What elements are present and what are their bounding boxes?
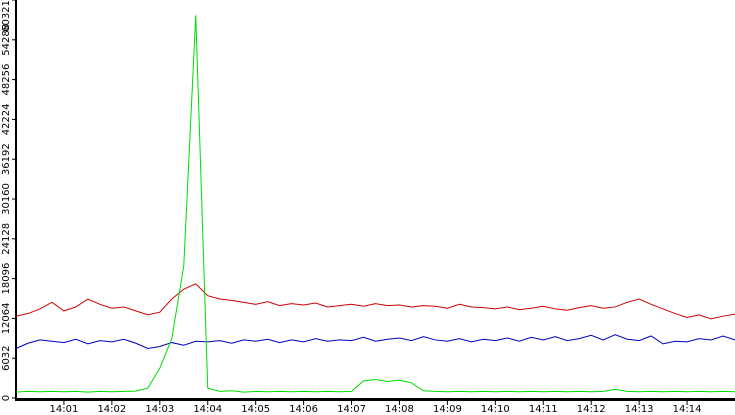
series-line [15,283,735,320]
y-tick-label: 18096 [1,263,12,295]
x-tick-label: 14:11 [529,404,558,415]
y-tick-label: 6032 [1,345,12,370]
series-line [15,334,735,350]
x-tick-label: 14:03 [145,404,174,415]
x-tick-label: 14:06 [289,404,318,415]
x-tick-label: 14:08 [385,404,414,415]
y-axis [15,0,17,401]
y-tick-label: 48256 [1,64,12,96]
x-tick-label: 14:02 [97,404,126,415]
x-tick-label: 14:10 [481,404,510,415]
y-tick-label: 60321 [1,0,12,32]
x-tick-label: 14:01 [50,404,79,415]
x-tick-label: 14:07 [337,404,366,415]
y-tick-label: 0 [1,395,12,401]
x-tick-label: 14:04 [193,404,222,415]
x-axis [15,398,735,401]
x-tick-label: 14:05 [241,404,270,415]
y-tick-label: 12064 [1,302,12,334]
x-tick-label: 14:13 [625,404,654,415]
x-tick-label: 14:12 [577,404,606,415]
y-tick-label: 42224 [1,103,12,135]
y-tick-label: 36192 [1,143,12,175]
y-tick-label: 24128 [1,223,12,255]
x-tick-label: 14:09 [433,404,462,415]
y-tick-label: 30160 [1,183,12,215]
y-tick-label: 54288 [1,24,12,56]
x-tick-label: 14:14 [673,404,702,415]
series-line [15,15,735,393]
